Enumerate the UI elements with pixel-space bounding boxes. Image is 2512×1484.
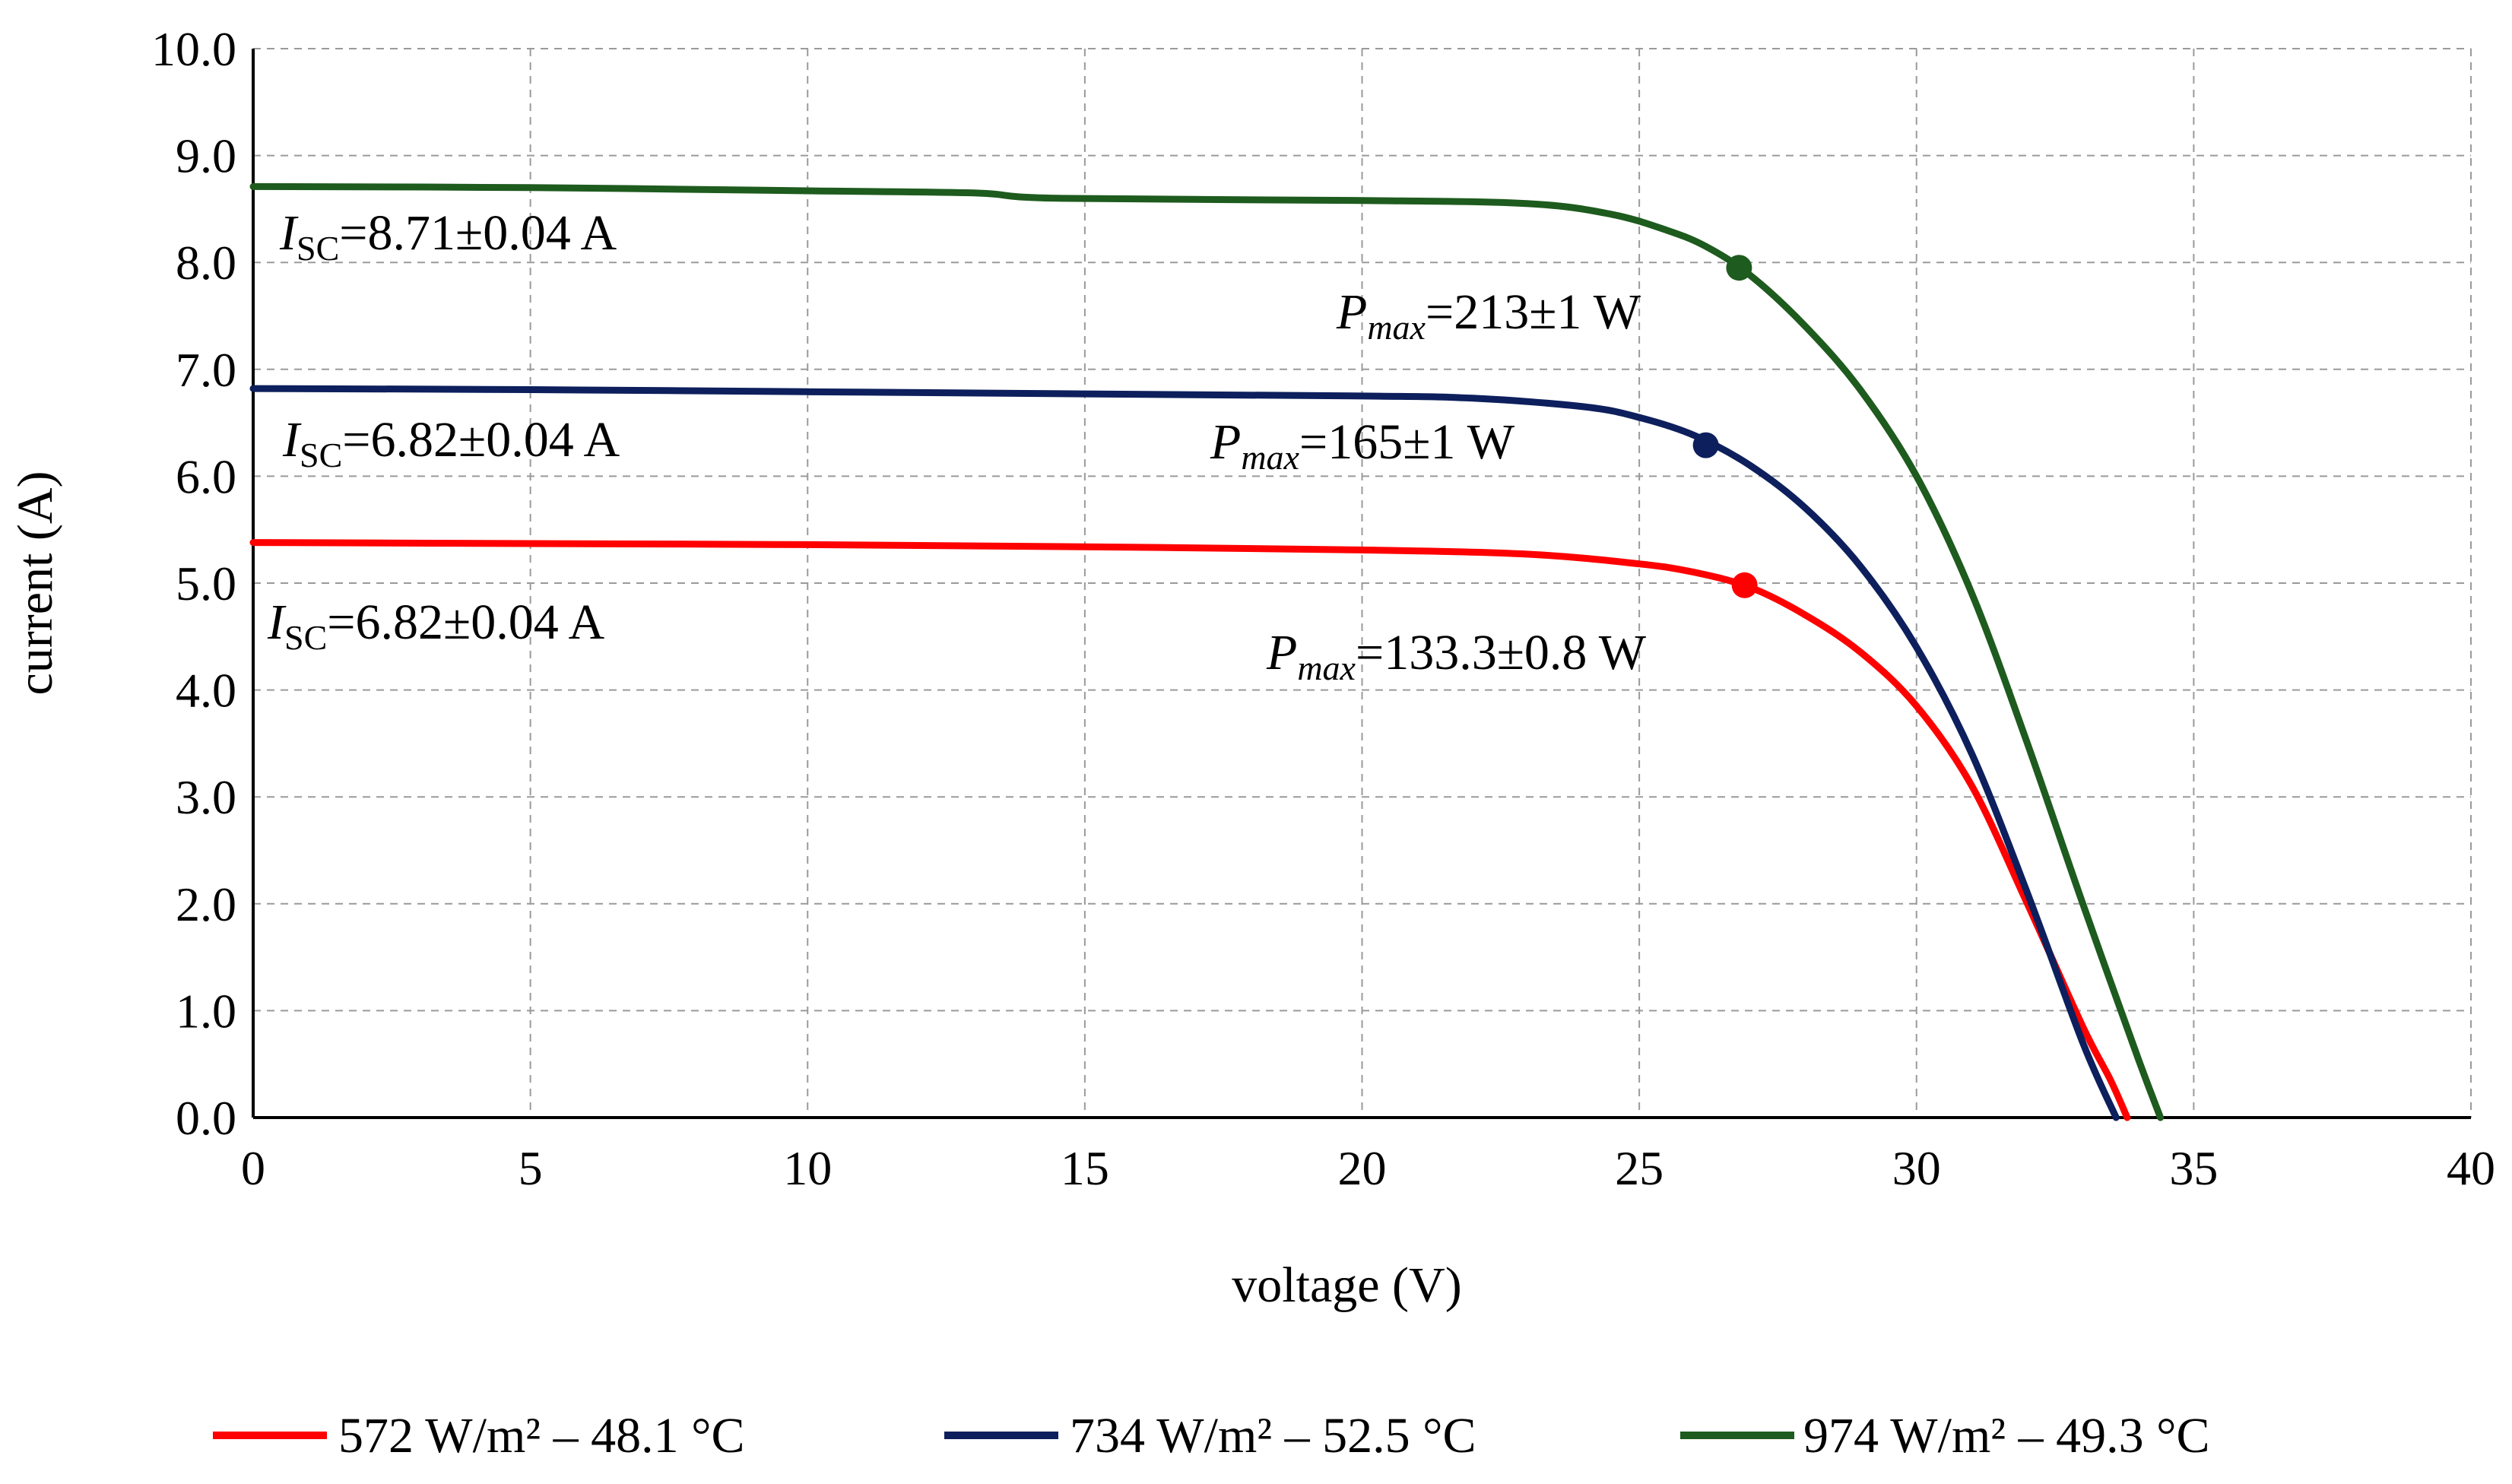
pmax-markers xyxy=(1692,255,1758,598)
x-tick-label: 5 xyxy=(519,1141,543,1195)
isc-label-572: ISC=6.82±0.04 A xyxy=(267,595,605,657)
series-line-572 xyxy=(249,539,2131,1121)
y-tick-label: 6.0 xyxy=(176,449,236,503)
y-axis-title: current (A) xyxy=(8,471,63,695)
y-tick-label: 7.0 xyxy=(176,343,236,397)
series-lines xyxy=(249,182,2165,1121)
isc-label-974: ISC=8.71±0.04 A xyxy=(279,205,617,268)
x-tick-label: 0 xyxy=(241,1141,265,1195)
y-tick-label: 1.0 xyxy=(176,984,236,1038)
y-tick-labels: 0.0 1.0 2.0 3.0 4.0 5.0 6.0 7.0 8.0 9.0 10.0 xyxy=(151,22,236,1145)
x-tick-label: 40 xyxy=(2447,1141,2495,1195)
pmax-label-572: Pmax=133.3±0.8 W xyxy=(1266,625,1647,687)
legend: 572 W/m² – 48.1 °C 734 W/m² – 52.5 °C 97… xyxy=(213,1408,2209,1463)
x-tick-label: 20 xyxy=(1338,1141,1387,1195)
legend-label-734: 734 W/m² – 52.5 °C xyxy=(1070,1408,1476,1463)
y-tick-label: 2.0 xyxy=(176,877,236,931)
pmax-label-974: Pmax=213±1 W xyxy=(1336,284,1641,347)
pmax-label-734: Pmax=165±1 W xyxy=(1210,414,1515,477)
x-tick-label: 10 xyxy=(783,1141,832,1195)
x-tick-label: 25 xyxy=(1615,1141,1664,1195)
pmax-point-734 xyxy=(1692,432,1719,458)
axes xyxy=(252,49,2471,1119)
grid xyxy=(253,48,2472,1118)
x-axis-title: voltage (V) xyxy=(1232,1257,1461,1313)
pmax-point-572 xyxy=(1731,572,1758,598)
pmax-point-974 xyxy=(1726,255,1752,281)
legend-label-974: 974 W/m² – 49.3 °C xyxy=(1803,1408,2209,1463)
y-tick-label: 10.0 xyxy=(151,22,236,76)
y-tick-label: 5.0 xyxy=(176,556,236,610)
x-tick-label: 15 xyxy=(1061,1141,1109,1195)
legend-label-572: 572 W/m² – 48.1 °C xyxy=(338,1408,744,1463)
y-tick-label: 9.0 xyxy=(176,129,236,183)
y-tick-label: 8.0 xyxy=(176,236,236,290)
y-tick-label: 4.0 xyxy=(176,664,236,718)
x-tick-label: 35 xyxy=(2169,1141,2218,1195)
isc-label-734: ISC=6.82±0.04 A xyxy=(282,412,620,474)
x-tick-label: 30 xyxy=(1892,1141,1941,1195)
series-line-974 xyxy=(249,182,2165,1121)
series-line-734 xyxy=(249,385,2120,1121)
y-tick-label: 3.0 xyxy=(176,770,236,824)
x-tick-labels: 0 5 10 15 20 25 30 35 40 xyxy=(241,1141,2495,1195)
y-tick-label: 0.0 xyxy=(176,1091,236,1145)
